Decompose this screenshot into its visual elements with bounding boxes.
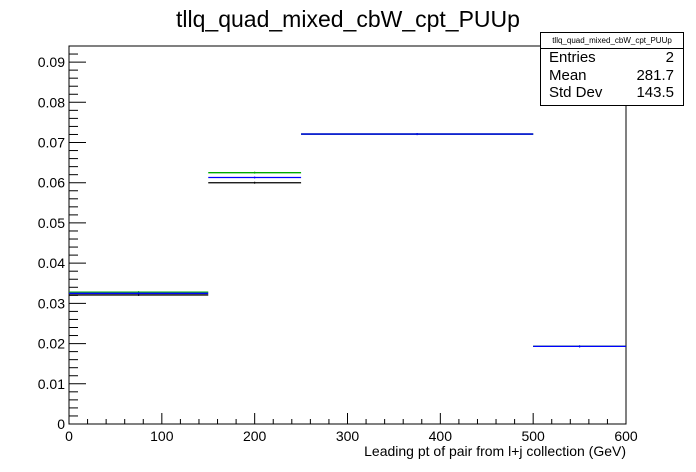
y-tick-label: 0.01 bbox=[38, 376, 65, 392]
x-tick-label: 200 bbox=[243, 428, 267, 444]
y-tick-label: 0.08 bbox=[38, 94, 65, 110]
y-tick-label: 0.09 bbox=[38, 54, 65, 70]
y-tick-label: 0 bbox=[57, 416, 65, 432]
x-tick-label: 0 bbox=[65, 428, 73, 444]
stats-value: 143.5 bbox=[636, 84, 674, 101]
axis-layer: 0 100 200 300 400 500 600 0 0.01 0.02 0.03 0.04 0.05… bbox=[38, 45, 638, 444]
x-tick-label: 300 bbox=[336, 428, 360, 444]
stats-label: Std Dev bbox=[549, 84, 603, 101]
stats-row-stddev: Std Dev 143.5 bbox=[541, 84, 683, 102]
x-tick-label: 100 bbox=[150, 428, 174, 444]
chart-title: tllq_quad_mixed_cbW_cpt_PUUp bbox=[176, 6, 520, 32]
y-tick-label: 0.04 bbox=[38, 255, 65, 271]
stats-row-entries: Entries 2 bbox=[541, 49, 683, 67]
x-axis-label: Leading pt of pair from l+j collection (… bbox=[364, 443, 626, 459]
stats-value: 281.7 bbox=[636, 66, 674, 84]
y-tick-label: 0.05 bbox=[38, 215, 65, 231]
x-tick-label: 400 bbox=[429, 428, 453, 444]
x-tick-label: 500 bbox=[521, 428, 545, 444]
x-tick-label: 600 bbox=[614, 428, 638, 444]
stats-label: Entries bbox=[549, 49, 596, 66]
stats-box: tllq_quad_mixed_cbW_cpt_PUUp Entries 2 M… bbox=[540, 32, 684, 106]
y-tick-label: 0.02 bbox=[38, 336, 65, 352]
y-tick-label: 0.03 bbox=[38, 295, 65, 311]
y-tick-label: 0.06 bbox=[38, 175, 65, 191]
series-layer bbox=[69, 133, 626, 348]
stats-row-mean: Mean 281.7 bbox=[541, 67, 683, 85]
stats-label: Mean bbox=[549, 66, 587, 84]
stats-value: 2 bbox=[665, 49, 674, 66]
y-tick-label: 0.07 bbox=[38, 135, 65, 151]
stats-title: tllq_quad_mixed_cbW_cpt_PUUp bbox=[541, 33, 683, 49]
